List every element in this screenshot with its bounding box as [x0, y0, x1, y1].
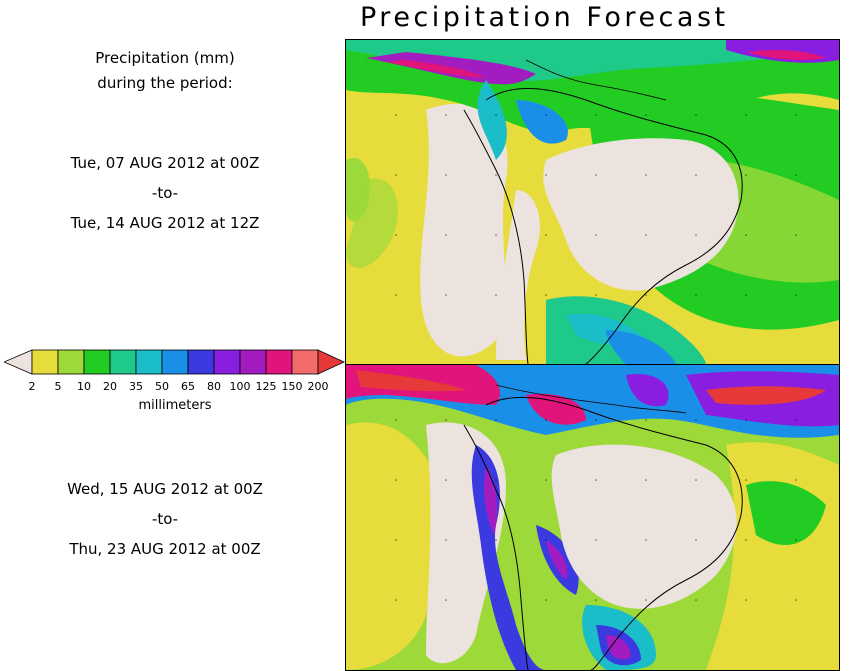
colorbar-swatch — [109, 349, 137, 375]
colorbar-swatch — [213, 349, 241, 375]
colorbar-swatch — [239, 349, 267, 375]
period1-end: Tue, 14 AUG 2012 at 12Z — [70, 214, 260, 232]
colorbar-swatch — [57, 349, 85, 375]
colorbar-swatch — [265, 349, 293, 375]
colorbar-swatch — [187, 349, 215, 375]
colorbar-tick-label: 100 — [229, 380, 251, 393]
colorbar-tick-label: 20 — [103, 380, 117, 393]
colorbar-swatch — [291, 349, 319, 375]
period2-end: Thu, 23 AUG 2012 at 00Z — [69, 540, 261, 558]
colorbar — [4, 349, 345, 375]
colorbar-tick-label: 2 — [28, 380, 36, 393]
colorbar-under-arrow — [4, 349, 33, 375]
colorbar-tick-label: 200 — [307, 380, 329, 393]
forecast-map-week1 — [345, 39, 840, 365]
period1-start: Tue, 07 AUG 2012 at 00Z — [70, 154, 260, 172]
colorbar-swatch — [135, 349, 163, 375]
colorbar-over-arrow — [317, 349, 345, 375]
period2-start: Wed, 15 AUG 2012 at 00Z — [67, 480, 263, 498]
colorbar-swatch — [83, 349, 111, 375]
period1-separator: -to- — [151, 184, 179, 202]
map-title: Precipitation Forecast — [360, 2, 729, 33]
legend-header-line1: Precipitation (mm) — [95, 49, 235, 67]
colorbar-tick-label: 35 — [129, 380, 143, 393]
colorbar-tick-label: 5 — [54, 380, 62, 393]
legend-header-line2: during the period: — [97, 74, 233, 92]
colorbar-tick-label: 80 — [207, 380, 221, 393]
period2-separator: -to- — [151, 510, 179, 528]
colorbar-swatch — [31, 349, 59, 375]
colorbar-tick-label: 150 — [281, 380, 303, 393]
colorbar-swatch — [161, 349, 189, 375]
colorbar-tick-label: 65 — [181, 380, 195, 393]
colorbar-tick-label: 50 — [155, 380, 169, 393]
colorbar-tick-label: 125 — [255, 380, 277, 393]
forecast-map-week2 — [345, 364, 840, 671]
colorbar-tick-label: 10 — [77, 380, 91, 393]
colorbar-unit-label: millimeters — [138, 398, 212, 413]
